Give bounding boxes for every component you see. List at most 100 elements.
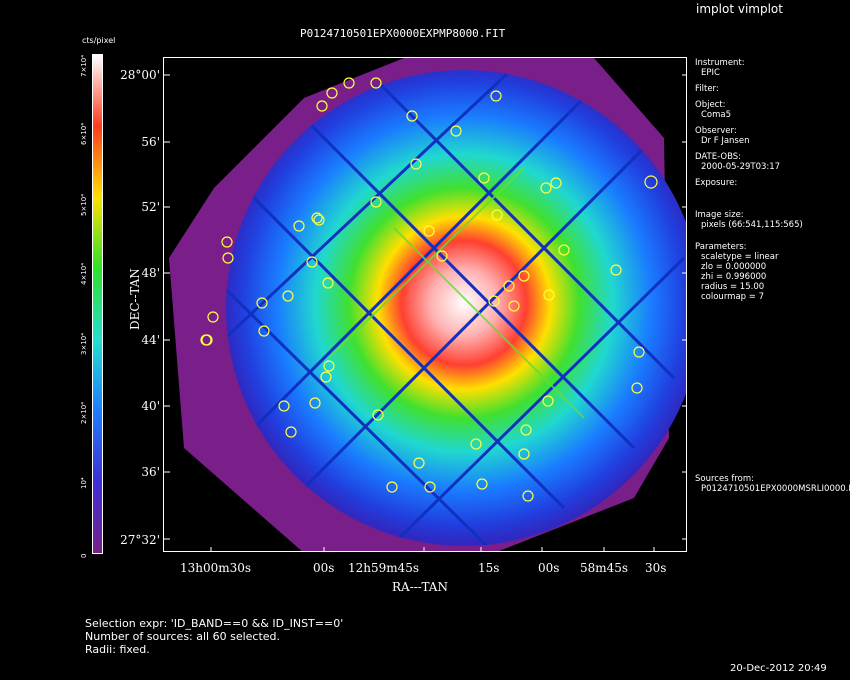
source-marker (256, 297, 268, 309)
source-marker (491, 209, 503, 221)
xray-image (164, 58, 686, 551)
source-marker (343, 77, 355, 89)
x-tick-label: 15s (478, 561, 500, 575)
source-marker (633, 346, 645, 358)
y-tick-label: 48' (141, 266, 160, 280)
source-marker (386, 481, 398, 493)
param-zhi: zhi = 0.996000 (701, 272, 767, 282)
source-marker (423, 225, 435, 237)
source-marker (503, 280, 515, 292)
y-tick-label: 27°32' (120, 533, 160, 547)
radii-mode: Radii: fixed. (85, 643, 150, 656)
image-size-label: Image size: (695, 210, 744, 220)
param-radius: radius = 15.00 (701, 282, 765, 292)
param-scaletype: scaletype = linear (701, 252, 779, 262)
object-value: Coma5 (701, 110, 732, 120)
filter-label: Filter: (695, 84, 719, 94)
app-title: implot vimplot (696, 2, 783, 16)
source-marker (278, 400, 290, 412)
source-marker (520, 424, 532, 436)
x-tick-label: 12h59m45s (348, 561, 420, 575)
source-marker (285, 426, 297, 438)
param-colourmap: colourmap = 7 (701, 292, 764, 302)
param-zlo: zlo = 0.000000 (701, 262, 767, 272)
source-marker (282, 290, 294, 302)
source-marker (424, 481, 436, 493)
source-marker (222, 252, 234, 264)
colorbar-tick: 5×10⁴ (80, 193, 88, 216)
source-marker (221, 236, 233, 248)
plot-title: P0124710501EPX0000EXPMP8000.FIT (300, 27, 506, 40)
source-marker (372, 409, 384, 421)
colorbar-tick: 7×10⁴ (80, 54, 88, 77)
inner-exposure-disc (226, 70, 686, 546)
selection-expression: Selection expr: 'ID_BAND==0 && ID_INST==… (85, 617, 344, 630)
date-obs-value: 2000-05-29T03:17 (701, 162, 781, 172)
observer-label: Observer: (695, 126, 737, 136)
observer-value: Dr F Jansen (701, 136, 750, 146)
source-marker (478, 172, 490, 184)
x-tick-label: 13h00m30s (180, 561, 252, 575)
source-marker (309, 397, 321, 409)
source-marker (323, 360, 335, 372)
colorbar-tick: 3×10⁴ (80, 332, 88, 355)
y-tick-label: 44' (141, 333, 160, 347)
source-marker (522, 490, 534, 502)
instrument-value: EPIC (701, 68, 720, 78)
source-marker (258, 325, 270, 337)
source-marker (490, 90, 502, 102)
source-marker (326, 87, 338, 99)
y-tick-label: 36' (141, 465, 160, 479)
source-marker (488, 295, 500, 307)
sources-label: Sources from: (695, 474, 754, 484)
source-marker (413, 457, 425, 469)
colorbar-tick: 6×10⁴ (80, 122, 88, 145)
source-marker (406, 110, 418, 122)
x-tick-label: 00s (313, 561, 335, 575)
y-tick-label: 56' (141, 135, 160, 149)
source-marker (518, 270, 530, 282)
date-obs-label: DATE-OBS: (695, 152, 742, 162)
source-marker (207, 311, 219, 323)
y-tick-label: 52' (141, 200, 160, 214)
colorbar-tick: 0 (80, 553, 88, 558)
source-marker (542, 395, 554, 407)
y-axis-label: DEC--TAN (128, 268, 142, 330)
source-marker (320, 371, 332, 383)
source-marker (631, 382, 643, 394)
y-tick-label: 40' (141, 399, 160, 413)
source-marker (316, 100, 328, 112)
source-marker (370, 196, 382, 208)
parameters-label: Parameters: (695, 242, 747, 252)
source-marker (543, 289, 555, 301)
source-marker (410, 158, 422, 170)
source-marker (370, 77, 382, 89)
source-markers (200, 77, 658, 502)
image-size-value: pixels (66:541,115:565) (701, 220, 803, 230)
source-marker (610, 264, 622, 276)
image-plot[interactable] (163, 57, 687, 552)
source-marker (518, 448, 530, 460)
x-tick-label: 58m45s (580, 561, 629, 575)
source-marker (322, 277, 334, 289)
source-marker (311, 212, 323, 224)
source-marker (508, 300, 520, 312)
colorbar (92, 54, 103, 554)
colorbar-tick: 10⁴ (80, 477, 88, 489)
sources-value: P0124710501EPX0000MSRLI0000.F (701, 484, 850, 494)
info-panel: Instrument: EPIC Filter: Object: Coma5 O… (695, 58, 850, 494)
source-marker (476, 478, 488, 490)
source-marker (540, 182, 552, 194)
object-label: Object: (695, 100, 726, 110)
source-marker (313, 214, 325, 226)
colorbar-tick: 2×10⁴ (80, 401, 88, 424)
source-marker (201, 334, 213, 346)
colorbar-tick: 4×10⁴ (80, 262, 88, 285)
colorbar-unit-label: cts/pixel (82, 36, 116, 45)
source-marker (644, 175, 658, 189)
x-axis-label: RA---TAN (392, 580, 448, 594)
source-marker (558, 244, 570, 256)
source-marker (450, 125, 462, 137)
timestamp: 20-Dec-2012 20:49 (730, 663, 827, 674)
